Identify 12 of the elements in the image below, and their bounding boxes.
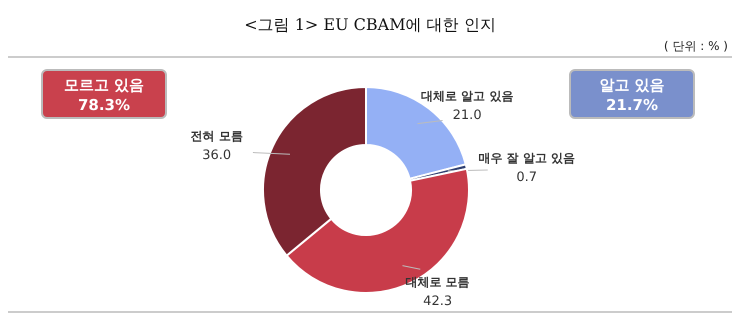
chart-title: <그림 1> EU CBAM에 대한 인지 bbox=[244, 15, 496, 34]
data-label: 0.7 bbox=[516, 170, 538, 185]
text: 모르고 있음 78.3% bbox=[64, 76, 144, 114]
data-label: 21.0 bbox=[452, 108, 482, 124]
text: ( 단위 : % ) bbox=[664, 39, 728, 53]
slice-label: 매우 잘 알고 있음 bbox=[478, 150, 575, 165]
data-label: 36.0 bbox=[202, 148, 232, 164]
text: 알고 있음 21.7% bbox=[599, 76, 665, 114]
slice-label: 대체로 모름 bbox=[406, 275, 470, 290]
slice-label: 대체로 알고 있음 bbox=[420, 89, 514, 104]
data-label: 42.3 bbox=[423, 294, 452, 310]
slice-label: 전혀 모름 bbox=[190, 129, 243, 144]
